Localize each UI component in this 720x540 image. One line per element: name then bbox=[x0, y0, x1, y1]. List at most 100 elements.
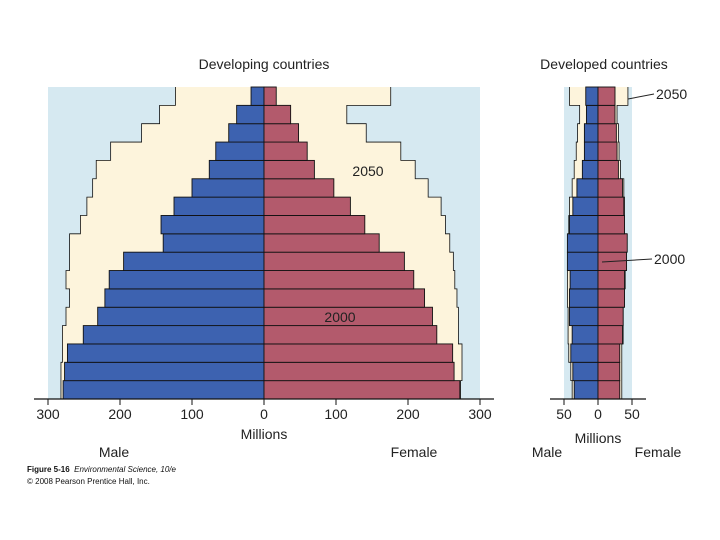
dev-female-bar-11 bbox=[263, 178, 335, 198]
dvd-female-bar-4 bbox=[597, 306, 624, 327]
developing-x-ticks: 300 200 100 0 100 200 300 bbox=[36, 399, 492, 422]
dev-male-bar-1 bbox=[64, 361, 265, 382]
developed-2000-leader-line bbox=[601, 258, 653, 263]
dev-male-bar-5 bbox=[104, 288, 265, 308]
developed-chart-title: Developed countries bbox=[540, 56, 668, 72]
dvd-tick-label-0: 50 bbox=[556, 406, 572, 422]
dev-tick-label-4: 100 bbox=[324, 406, 348, 422]
dvd-male-bar-0 bbox=[573, 380, 599, 400]
dev-female-bar-15 bbox=[263, 104, 292, 125]
dev-male-bar-7 bbox=[123, 251, 265, 271]
book-title: Environmental Science, 10/e bbox=[74, 465, 176, 474]
dev-2050-band-16 bbox=[175, 87, 391, 106]
dev-female-bar-2 bbox=[263, 343, 454, 363]
dvd-male-bar-16 bbox=[585, 86, 599, 106]
dev-female-bar-0 bbox=[263, 380, 461, 400]
dvd-male-bar-1 bbox=[572, 361, 599, 382]
developed-2050-annotation: 2050 bbox=[656, 86, 687, 102]
dev-male-bar-6 bbox=[108, 270, 265, 290]
dvd-male-bar-6 bbox=[569, 270, 599, 290]
dev-male-bar-13 bbox=[215, 141, 265, 161]
dev-2050-male-outline bbox=[60, 87, 176, 399]
dev-female-bar-9 bbox=[263, 215, 366, 235]
dvd-male-bar-15 bbox=[585, 104, 599, 125]
dvd-female-bar-2 bbox=[597, 343, 621, 363]
developed-female-label: Female bbox=[635, 444, 682, 460]
developed-x-ticks: 50 0 50 bbox=[556, 399, 640, 422]
dev-male-bar-2 bbox=[66, 343, 265, 363]
developing-male-label: Male bbox=[99, 444, 130, 460]
dev-female-bar-7 bbox=[263, 251, 405, 271]
dvd-tick-label-1: 0 bbox=[594, 406, 602, 422]
dvd-female-bar-14 bbox=[597, 123, 617, 143]
developing-female-label: Female bbox=[391, 444, 438, 460]
dev-male-bar-15 bbox=[236, 104, 265, 125]
dev-tick-label-1: 200 bbox=[108, 406, 132, 422]
dvd-female-bar-16 bbox=[597, 86, 616, 106]
developed-2050-leader-line bbox=[627, 93, 655, 100]
dvd-male-bar-7 bbox=[566, 251, 599, 271]
dev-male-bar-4 bbox=[97, 306, 265, 327]
developed-male-label: Male bbox=[532, 444, 563, 460]
dev-2050-female-outline bbox=[346, 87, 463, 399]
developed-x-axis-label: Millions bbox=[575, 430, 622, 446]
developed-countries-chart: 50 0 50 Developed countries Millions Male … bbox=[532, 56, 688, 460]
dvd-male-bar-8 bbox=[566, 233, 599, 253]
dvd-female-bar-13 bbox=[597, 141, 618, 161]
dev-female-bar-5 bbox=[263, 288, 426, 308]
dev-tick-label-5: 200 bbox=[396, 406, 420, 422]
dvd-male-bar-13 bbox=[583, 141, 599, 161]
developing-x-axis-label: Millions bbox=[241, 426, 288, 442]
dvd-female-bar-0 bbox=[597, 380, 621, 400]
dvd-female-bar-9 bbox=[597, 215, 625, 235]
developed-2000-annotation: 2000 bbox=[654, 251, 685, 267]
dvd-male-bar-5 bbox=[568, 288, 599, 308]
dev-female-bar-3 bbox=[263, 325, 438, 345]
dvd-female-bar-15 bbox=[597, 104, 616, 125]
developing-2050-annotation: 2050 bbox=[352, 163, 383, 179]
dvd-male-bar-4 bbox=[568, 306, 599, 327]
dev-male-bar-0 bbox=[62, 380, 265, 400]
dev-female-bar-14 bbox=[263, 123, 300, 143]
dev-tick-label-0: 300 bbox=[36, 406, 60, 422]
dvd-female-bar-10 bbox=[597, 196, 625, 216]
developing-2000-bars bbox=[62, 86, 461, 400]
dvd-male-bar-3 bbox=[571, 325, 599, 345]
dev-female-bar-12 bbox=[263, 159, 315, 180]
copyright-notice: © 2008 Pearson Prentice Hall, Inc. bbox=[27, 477, 150, 486]
dvd-female-bar-8 bbox=[597, 233, 628, 253]
developing-countries-chart: 300 200 100 0 100 200 300 Developing countries… bbox=[34, 56, 494, 460]
dvd-male-bar-14 bbox=[583, 123, 599, 143]
dvd-male-bar-2 bbox=[570, 343, 599, 363]
dev-female-bar-13 bbox=[263, 141, 308, 161]
dev-male-bar-3 bbox=[82, 325, 265, 345]
dvd-female-bar-3 bbox=[597, 325, 623, 345]
dev-male-bar-16 bbox=[250, 86, 265, 106]
dev-tick-label-2: 100 bbox=[180, 406, 204, 422]
developing-2000-annotation: 2000 bbox=[324, 309, 355, 325]
dvd-female-bar-1 bbox=[597, 361, 621, 382]
dev-tick-label-3: 0 bbox=[260, 406, 268, 422]
dvd-male-bar-11 bbox=[576, 178, 599, 198]
dvd-tick-label-2: 50 bbox=[624, 406, 640, 422]
dvd-male-bar-9 bbox=[568, 215, 599, 235]
developed-2000-bars bbox=[566, 86, 628, 400]
dvd-female-bar-11 bbox=[597, 178, 623, 198]
dev-female-bar-10 bbox=[263, 196, 351, 216]
dev-male-bar-14 bbox=[228, 123, 265, 143]
dev-female-bar-16 bbox=[263, 86, 277, 106]
figure-caption: Figure 5-16 Environmental Science, 10/e bbox=[27, 465, 176, 474]
dvd-female-bar-12 bbox=[597, 159, 619, 180]
dvd-female-bar-6 bbox=[597, 270, 625, 290]
dev-male-bar-12 bbox=[208, 159, 265, 180]
developing-chart-title: Developing countries bbox=[199, 56, 330, 72]
dev-female-bar-6 bbox=[263, 270, 415, 290]
dev-female-bar-1 bbox=[263, 361, 455, 382]
figure-number: Figure 5-16 bbox=[27, 465, 70, 474]
dvd-male-bar-10 bbox=[572, 196, 599, 216]
dvd-female-bar-5 bbox=[597, 288, 625, 308]
dev-male-bar-11 bbox=[191, 178, 265, 198]
dev-male-bar-10 bbox=[173, 196, 265, 216]
dev-male-bar-9 bbox=[160, 215, 265, 235]
